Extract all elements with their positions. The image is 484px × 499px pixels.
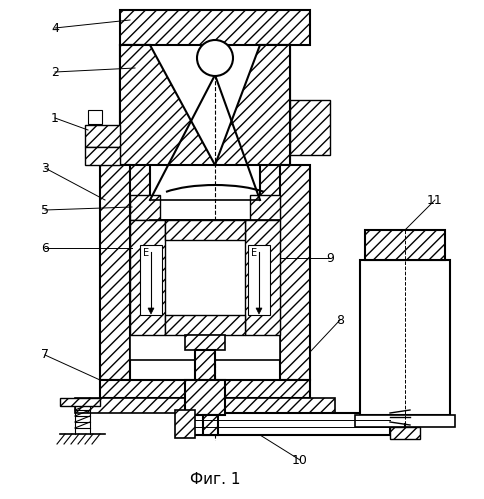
- Text: 4: 4: [51, 21, 59, 34]
- Polygon shape: [256, 308, 262, 314]
- Text: 11: 11: [427, 194, 443, 207]
- Bar: [390, 427, 420, 439]
- Text: 7: 7: [41, 348, 49, 361]
- Bar: [250, 195, 280, 220]
- Text: 9: 9: [326, 251, 334, 264]
- Bar: [140, 245, 162, 315]
- Bar: [75, 398, 335, 413]
- Bar: [130, 220, 165, 335]
- Bar: [185, 380, 225, 415]
- Bar: [360, 260, 450, 415]
- Circle shape: [197, 40, 233, 76]
- Bar: [185, 335, 225, 350]
- Bar: [355, 415, 455, 427]
- Bar: [100, 380, 310, 398]
- Bar: [165, 220, 245, 240]
- Bar: [100, 165, 130, 380]
- Text: E: E: [251, 248, 257, 258]
- Bar: [60, 398, 100, 406]
- Bar: [175, 410, 195, 438]
- Text: 5: 5: [41, 204, 49, 217]
- Polygon shape: [120, 45, 215, 165]
- Bar: [248, 245, 270, 315]
- Bar: [165, 315, 245, 335]
- Bar: [195, 350, 215, 380]
- Bar: [185, 413, 390, 435]
- Text: E: E: [143, 248, 149, 258]
- Bar: [85, 147, 120, 165]
- Text: 6: 6: [41, 242, 49, 254]
- Bar: [290, 100, 330, 155]
- Bar: [280, 165, 310, 380]
- Text: Фиг. 1: Фиг. 1: [190, 473, 240, 488]
- Polygon shape: [215, 45, 290, 165]
- Bar: [88, 110, 102, 124]
- Text: 2: 2: [51, 65, 59, 78]
- Bar: [365, 230, 445, 260]
- Bar: [130, 220, 280, 360]
- Text: 10: 10: [292, 454, 308, 467]
- Text: 1: 1: [51, 111, 59, 124]
- Bar: [130, 195, 160, 220]
- Text: 8: 8: [336, 313, 344, 326]
- Text: 3: 3: [41, 162, 49, 175]
- Bar: [120, 10, 310, 45]
- Bar: [260, 45, 290, 205]
- Polygon shape: [148, 308, 154, 314]
- Bar: [245, 220, 280, 335]
- Bar: [85, 125, 120, 147]
- Bar: [203, 415, 218, 435]
- Bar: [120, 45, 150, 205]
